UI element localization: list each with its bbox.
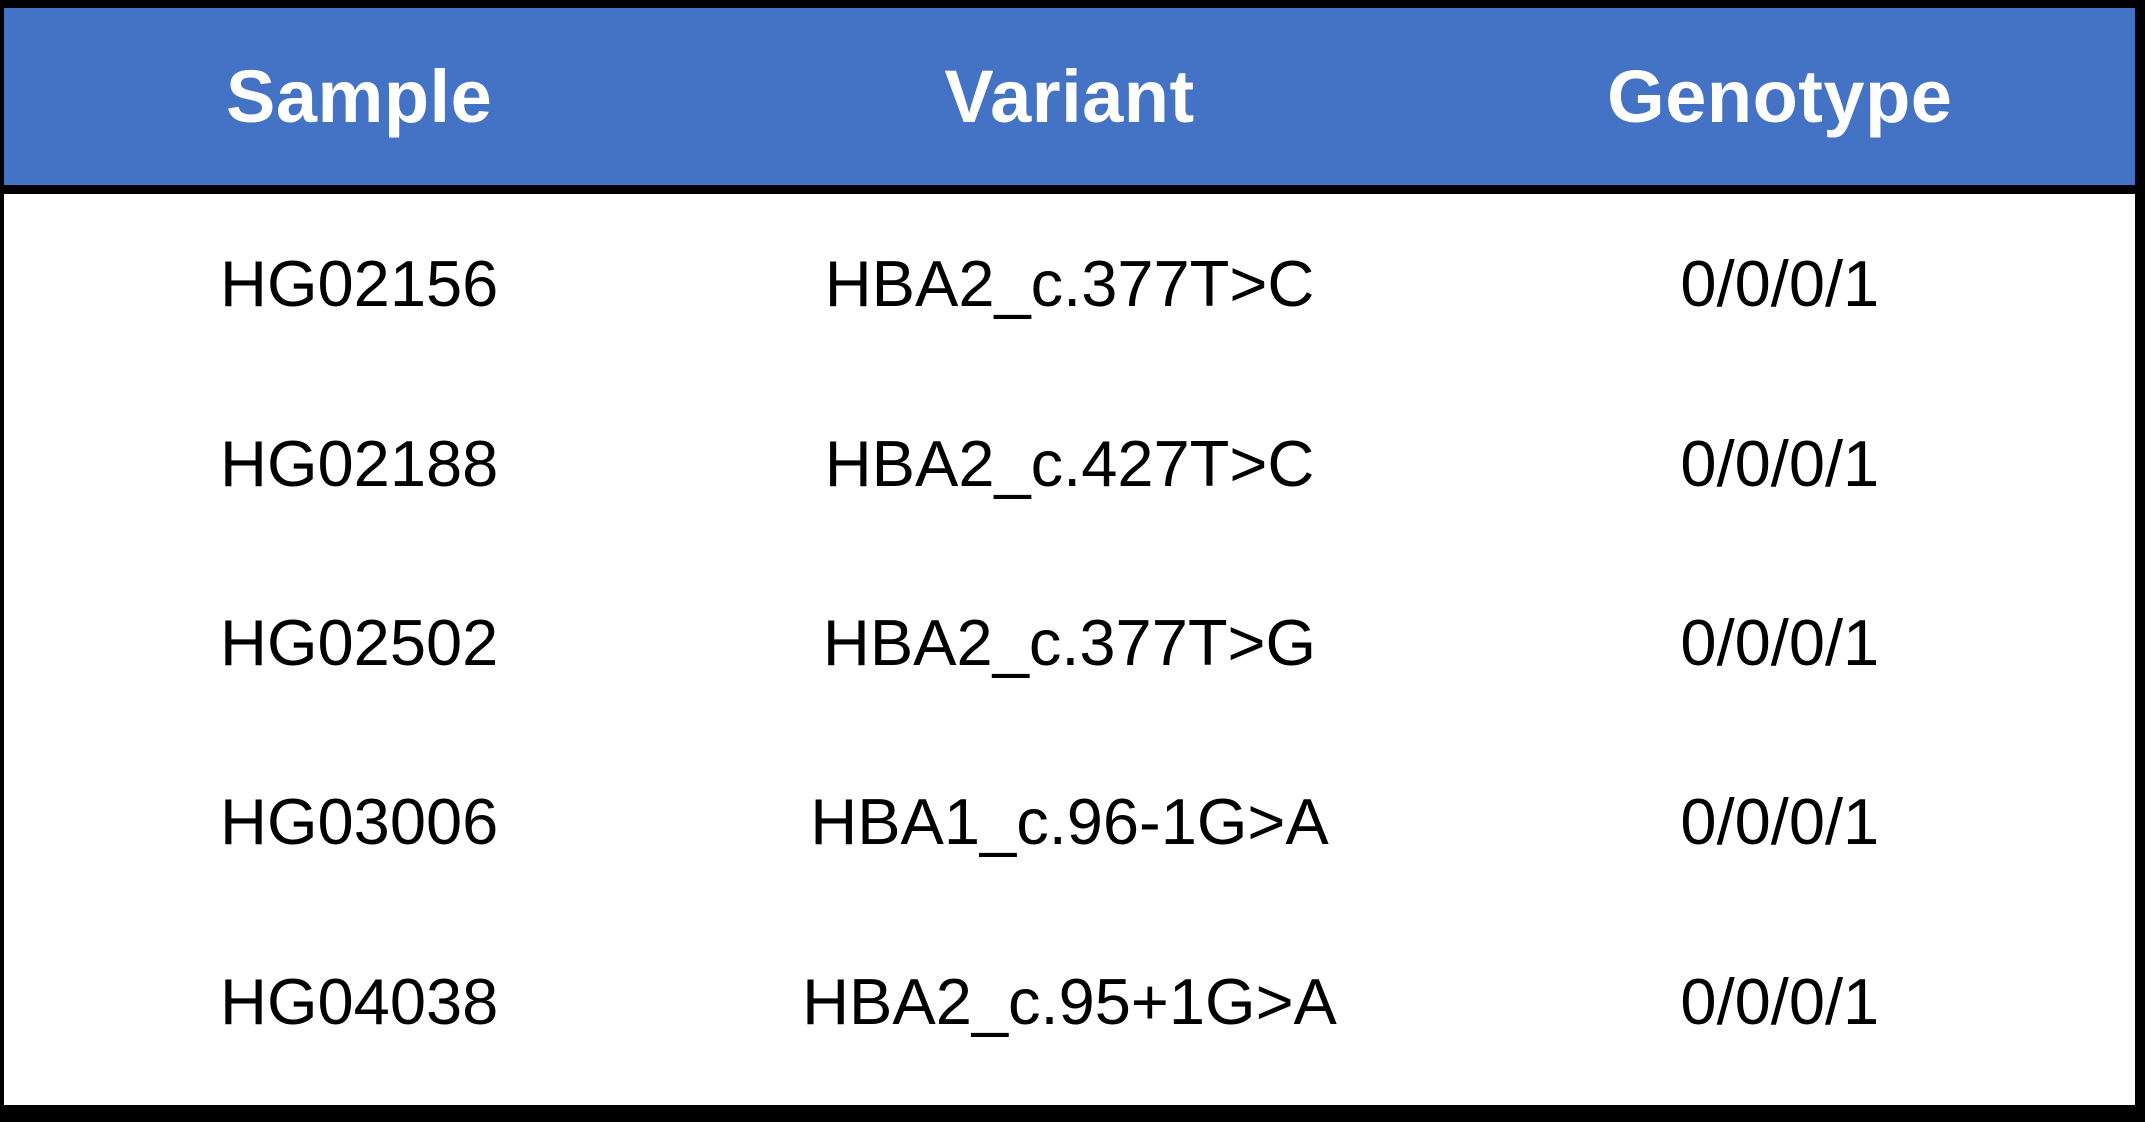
genotype-cell: 0/0/0/1: [1680, 785, 1880, 859]
genotype-cell: 0/0/0/1: [1680, 964, 1880, 1038]
sample-cell: HG02156: [220, 247, 499, 321]
sample-cell: HG02502: [220, 606, 499, 680]
table-row: HG02188 HBA2_c.427T>C 0/0/0/1: [4, 373, 2135, 552]
table-row: HG02156 HBA2_c.377T>C 0/0/0/1: [4, 194, 2135, 373]
genotype-cell: 0/0/0/1: [1680, 426, 1880, 500]
sample-cell: HG03006: [220, 785, 499, 859]
sample-cell: HG02188: [220, 426, 499, 500]
genotype-cell: 0/0/0/1: [1680, 606, 1880, 680]
variant-cell: HBA2_c.427T>C: [824, 426, 1315, 500]
table-row: HG02502 HBA2_c.377T>G 0/0/0/1: [4, 553, 2135, 732]
variant-cell: HBA2_c.377T>G: [822, 606, 1317, 680]
table-row: HG03006 HBA1_c.96-1G>A 0/0/0/1: [4, 732, 2135, 911]
header-divider: [4, 185, 2135, 194]
variant-cell: HBA2_c.377T>C: [824, 247, 1315, 321]
column-header-genotype: Genotype: [1607, 55, 1953, 138]
column-header-variant: Variant: [944, 55, 1195, 138]
table-row: HG04038 HBA2_c.95+1G>A 0/0/0/1: [4, 912, 2135, 1091]
variant-cell: HBA1_c.96-1G>A: [810, 785, 1329, 859]
genotype-cell: 0/0/0/1: [1680, 247, 1880, 321]
sample-cell: HG04038: [220, 964, 499, 1038]
table-body: HG02156 HBA2_c.377T>C 0/0/0/1 HG02188 HB…: [4, 194, 2135, 1105]
column-header-sample: Sample: [226, 55, 493, 138]
variant-cell: HBA2_c.95+1G>A: [802, 964, 1337, 1038]
genotype-table: Sample Variant Genotype HG02156 HBA2_c.3…: [4, 8, 2135, 1105]
table-header-row: Sample Variant Genotype: [4, 8, 2135, 185]
